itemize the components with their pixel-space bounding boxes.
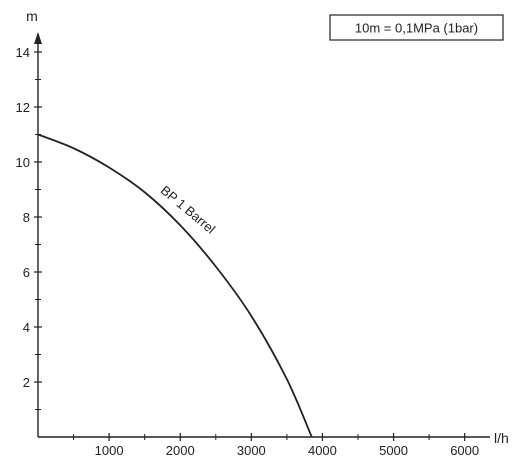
y-tick-label: 2 <box>23 375 30 390</box>
x-tick-label: 4000 <box>308 443 337 458</box>
conversion-note: 10m = 0,1MPa (1bar) <box>329 14 504 41</box>
x-tick-label: 5000 <box>379 443 408 458</box>
series-label-bp-1-barrel: BP 1 Barrel <box>158 183 218 237</box>
x-tick-label: 2000 <box>166 443 195 458</box>
x-tick-label: 3000 <box>237 443 266 458</box>
y-tick-label: 12 <box>16 100 30 115</box>
conversion-note-text: 10m = 0,1MPa (1bar) <box>355 21 478 36</box>
axis-ticks: 1000 2000 3000 4000 5000 6000 2 4 6 8 10 12 14 <box>16 45 480 458</box>
y-tick-label: 4 <box>23 320 30 335</box>
y-tick-label: 14 <box>16 45 30 60</box>
series-line-bp-1-barrel <box>37 133 313 438</box>
conversion-note-box <box>329 14 504 41</box>
x-tick-label: 1000 <box>95 443 124 458</box>
axes <box>34 32 490 438</box>
y-axis-unit-label: m <box>26 8 38 24</box>
y-tick-label: 10 <box>16 155 30 170</box>
x-tick-label: 6000 <box>450 443 479 458</box>
curves: BP 1 Barrel <box>37 133 313 438</box>
y-tick-label: 8 <box>23 210 30 225</box>
y-axis-arrowhead <box>34 32 42 44</box>
y-tick-label: 6 <box>23 265 30 280</box>
x-axis-unit-label: l/h <box>494 430 509 446</box>
